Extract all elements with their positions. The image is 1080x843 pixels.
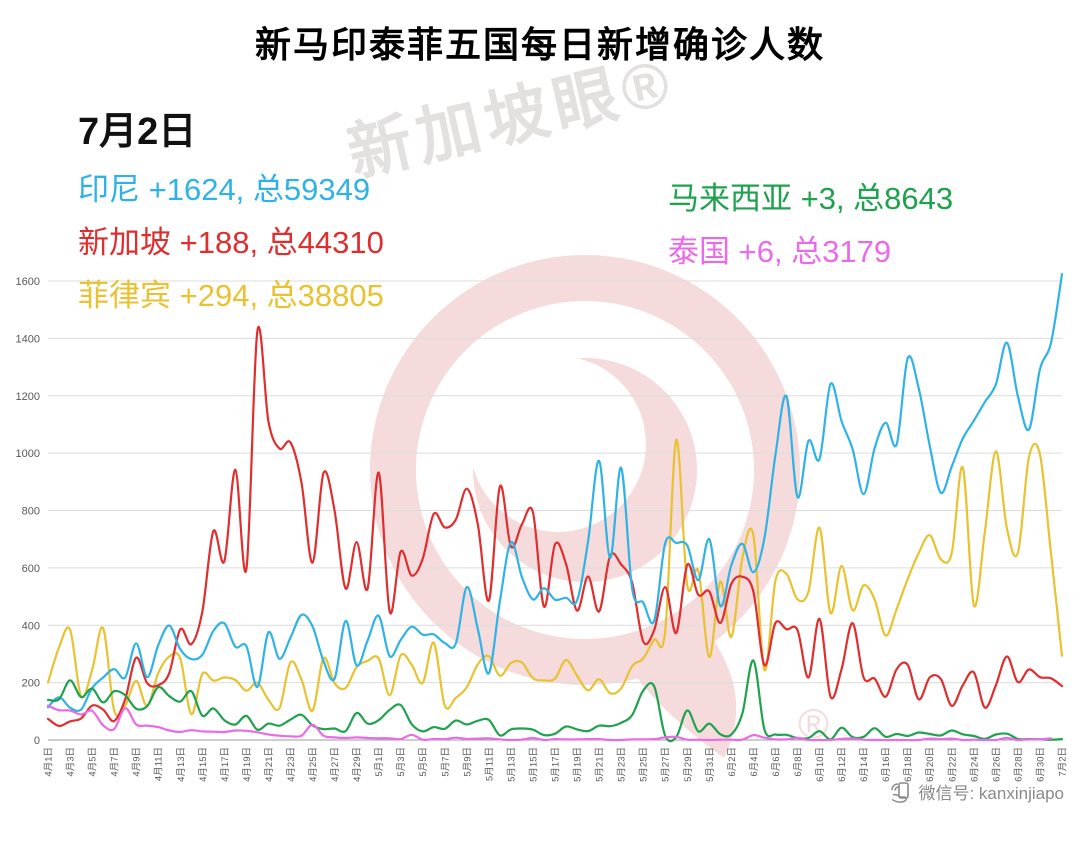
svg-text:6月18日: 6月18日: [903, 747, 914, 782]
svg-text:200: 200: [22, 678, 40, 690]
svg-text:6月14日: 6月14日: [859, 747, 870, 782]
svg-text:5月11日: 5月11日: [484, 747, 495, 781]
svg-text:400: 400: [22, 620, 40, 632]
date-label: 7月2日: [78, 111, 197, 153]
svg-text:4月21日: 4月21日: [264, 747, 275, 782]
svg-text:5月9日: 5月9日: [462, 747, 473, 777]
stats-left-column: 印尼 +1624, 总59349 新加坡 +188, 总44310 菲律宾 +2…: [78, 163, 384, 322]
stat-philippines: 菲律宾 +294, 总38805: [78, 278, 384, 313]
svg-text:1200: 1200: [16, 391, 40, 403]
svg-text:1000: 1000: [16, 448, 40, 460]
svg-text:5月21日: 5月21日: [595, 747, 606, 782]
svg-text:5月19日: 5月19日: [573, 747, 584, 782]
svg-text:4月19日: 4月19日: [242, 747, 253, 782]
svg-text:5月27日: 5月27日: [661, 747, 672, 782]
svg-text:5月1日: 5月1日: [374, 747, 385, 777]
svg-text:800: 800: [22, 506, 40, 518]
svg-text:6月10日: 6月10日: [815, 747, 826, 782]
svg-text:0: 0: [34, 735, 40, 747]
svg-text:5月5日: 5月5日: [418, 747, 429, 777]
svg-text:4月9日: 4月9日: [132, 747, 143, 777]
svg-text:4月23日: 4月23日: [286, 747, 297, 782]
svg-text:5月7日: 5月7日: [440, 747, 451, 777]
svg-text:4月17日: 4月17日: [220, 747, 231, 782]
svg-text:4月27日: 4月27日: [330, 747, 341, 782]
page-title: 新马印泰菲五国每日新增确诊人数: [254, 24, 825, 65]
svg-text:5月25日: 5月25日: [639, 747, 650, 782]
svg-text:6月16日: 6月16日: [881, 747, 892, 782]
svg-text:5月13日: 5月13日: [506, 747, 517, 782]
svg-text:600: 600: [22, 563, 40, 575]
chart-area: 0 200 400 600 800 1000 1200 1400 1600 4月1日 4月3日 4月5…: [0, 268, 1080, 823]
svg-text:6月6日: 6月6日: [771, 747, 782, 777]
svg-text:6月20日: 6月20日: [925, 747, 936, 782]
svg-text:4月3日: 4月3日: [66, 747, 77, 777]
svg-text:4月15日: 4月15日: [198, 747, 209, 782]
svg-text:4月5日: 4月5日: [88, 747, 99, 777]
svg-text:6月24日: 6月24日: [969, 747, 980, 782]
svg-text:1600: 1600: [16, 276, 40, 288]
stat-malaysia: 马来西亚 +3, 总8643: [668, 181, 954, 216]
svg-text:4月1日: 4月1日: [44, 747, 55, 777]
svg-text:6月28日: 6月28日: [1013, 747, 1024, 782]
svg-text:5月3日: 5月3日: [396, 747, 407, 777]
svg-text:5月29日: 5月29日: [683, 747, 694, 782]
svg-text:6月22日: 6月22日: [947, 747, 958, 782]
footer: 微信号: kanxinjiapo: [888, 779, 1064, 804]
svg-text:4月25日: 4月25日: [308, 747, 319, 782]
svg-text:5月23日: 5月23日: [617, 747, 628, 782]
svg-text:4月7日: 4月7日: [110, 747, 121, 777]
svg-text:5月31日: 5月31日: [705, 747, 716, 782]
phone-in-hand-icon: [891, 781, 910, 803]
svg-text:6月2日: 6月2日: [727, 747, 738, 777]
line-chart: 0 200 400 600 800 1000 1200 1400 1600 4月1日 4月3日 4月5…: [16, 273, 1069, 782]
svg-text:7月2日: 7月2日: [1058, 747, 1069, 777]
svg-text:4月29日: 4月29日: [352, 747, 363, 782]
svg-text:5月17日: 5月17日: [551, 747, 562, 782]
stat-thailand: 泰国 +6, 总3179: [668, 234, 892, 269]
stat-singapore: 新加坡 +188, 总44310: [78, 225, 384, 260]
svg-text:6月26日: 6月26日: [991, 747, 1002, 782]
svg-text:6月4日: 6月4日: [749, 747, 760, 777]
svg-text:4月11日: 4月11日: [154, 747, 165, 781]
svg-text:6月12日: 6月12日: [837, 747, 848, 782]
svg-text:6月8日: 6月8日: [793, 747, 804, 777]
svg-text:1400: 1400: [16, 333, 40, 345]
svg-text:6月30日: 6月30日: [1036, 747, 1047, 782]
footer-wechat-id: 微信号: kanxinjiapo: [918, 784, 1064, 803]
svg-text:5月15日: 5月15日: [529, 747, 540, 782]
stat-indonesia: 印尼 +1624, 总59349: [78, 172, 371, 207]
svg-text:4月13日: 4月13日: [176, 747, 187, 782]
stats-right-column: 马来西亚 +3, 总8643 泰国 +6, 总3179: [668, 172, 953, 278]
